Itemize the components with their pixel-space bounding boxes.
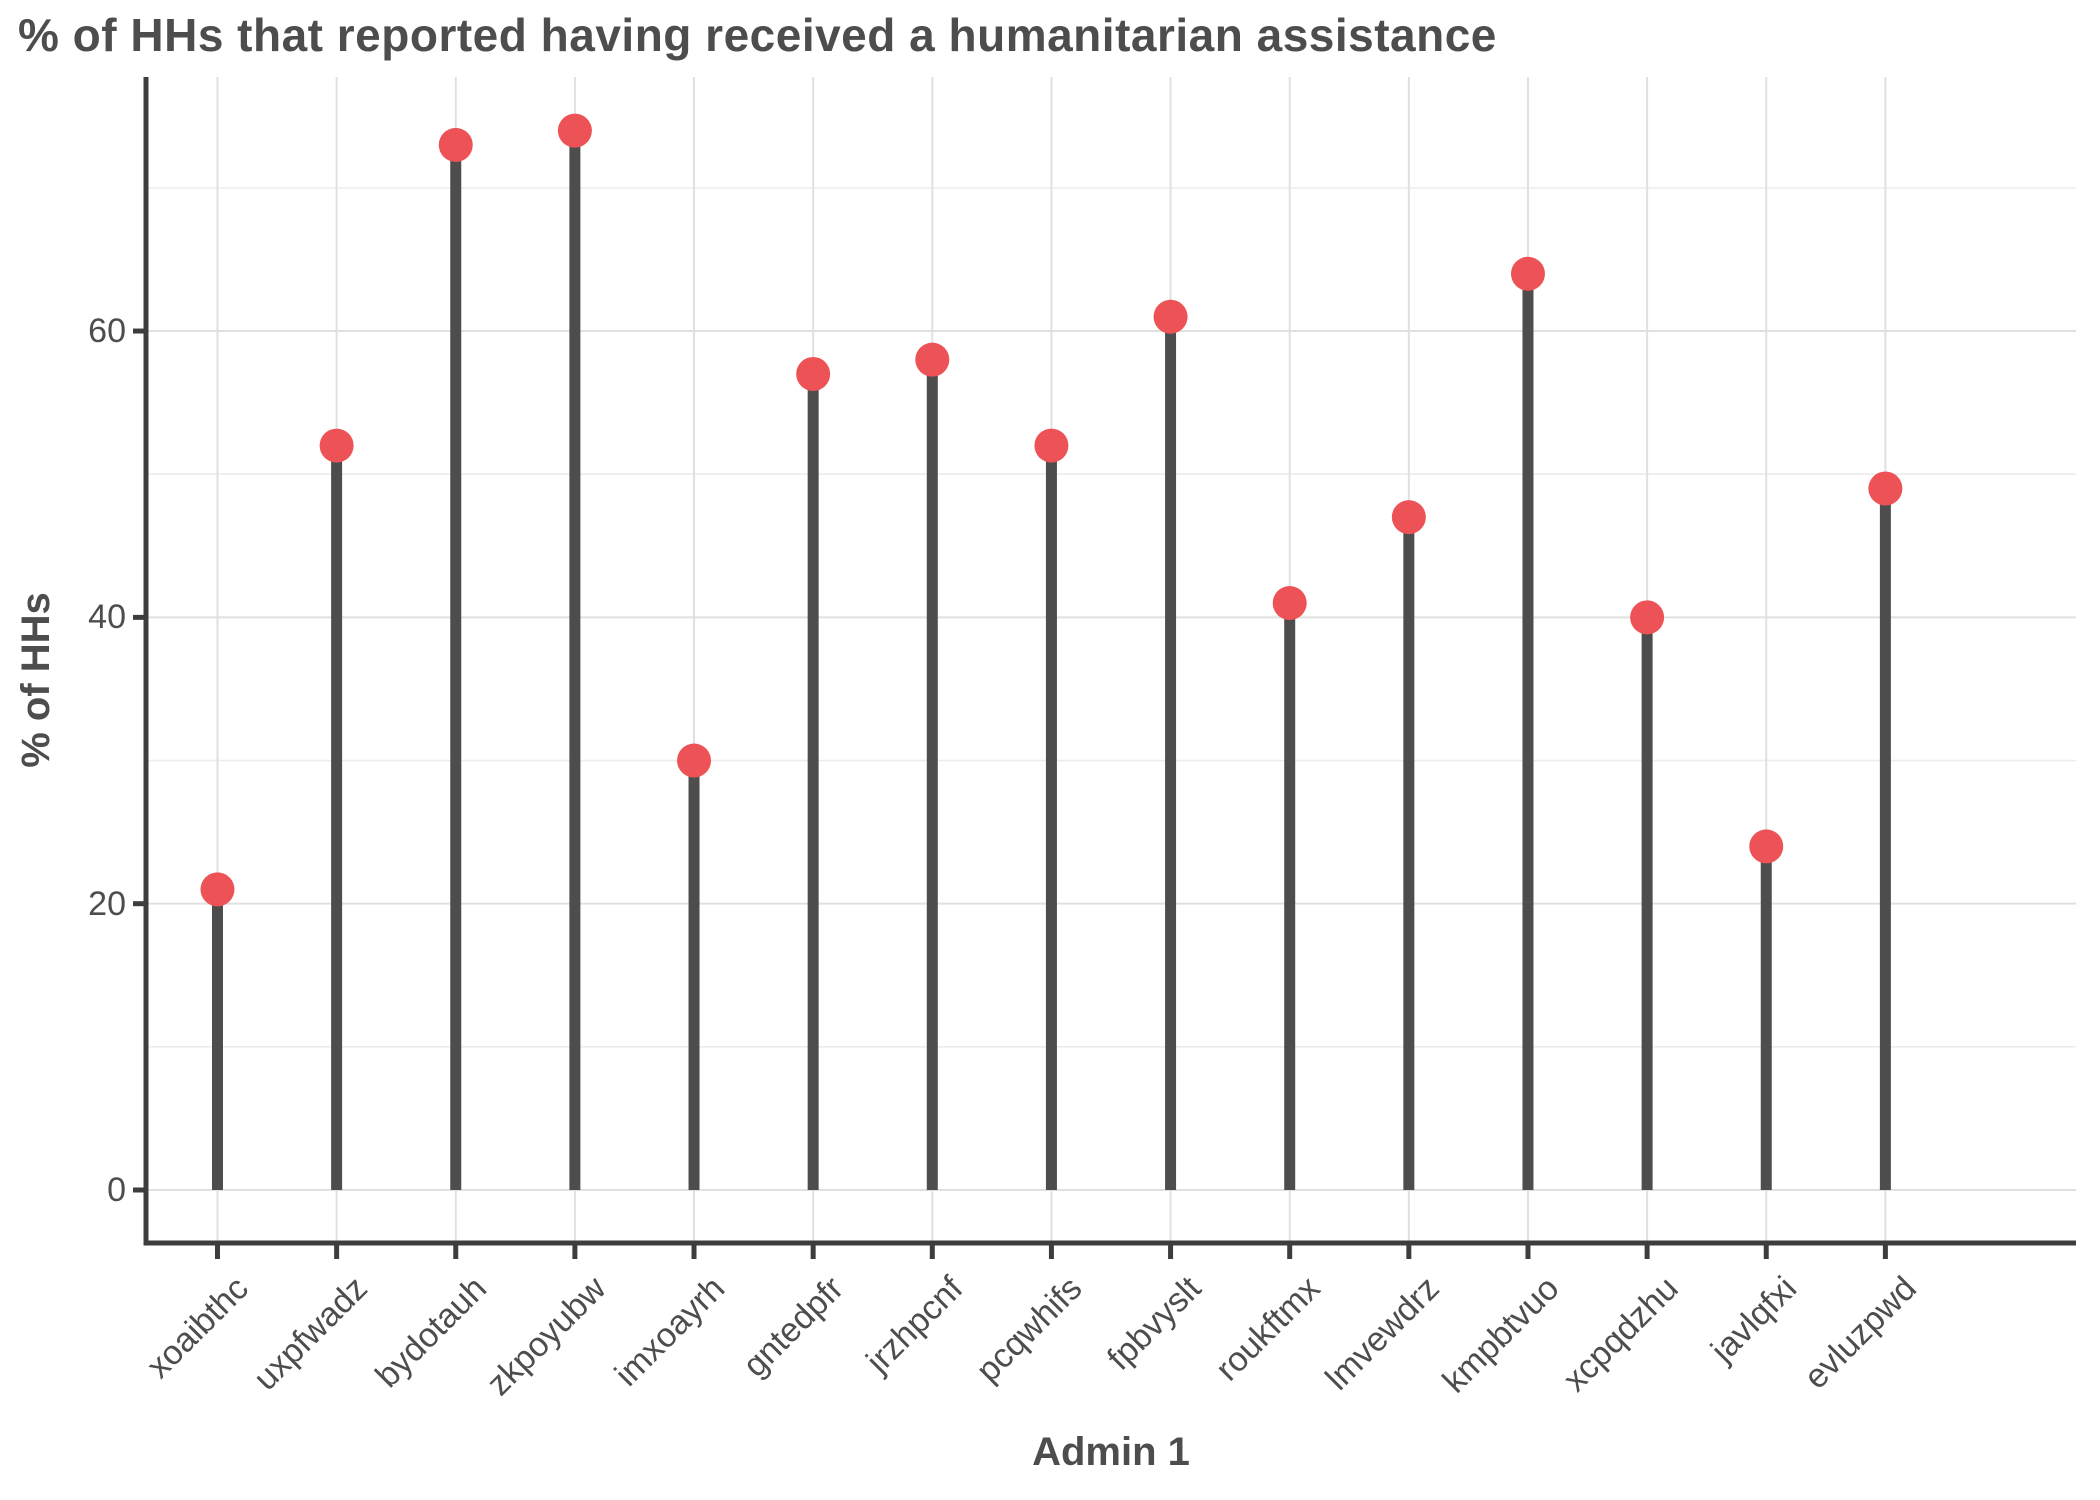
lollipop-point [1034,428,1069,463]
lollipop-point [796,356,831,391]
lollipop-point [1630,600,1665,635]
lollipop-point [1153,299,1188,334]
lollipop-point [1749,829,1784,864]
x-axis-title: Admin 1 [1032,1430,1190,1474]
lollipop-point [1272,586,1307,621]
y-tick-label: 60 [88,312,126,351]
lollipop-point [1868,471,1903,506]
lollipop-point [557,113,592,148]
y-tick-label: 0 [107,1171,126,1209]
lollipop-point [1510,256,1545,291]
lollipop-point [438,127,473,162]
lollipop-point [1391,500,1426,535]
chart-title: % of HHs that reported having received a… [18,9,1497,61]
lollipop-point [677,743,712,778]
y-tick-label: 40 [88,598,126,637]
lollipop-point [200,872,235,907]
lollipop-point [319,428,354,463]
y-tick-label: 20 [88,884,126,923]
lollipop-point [915,342,950,377]
